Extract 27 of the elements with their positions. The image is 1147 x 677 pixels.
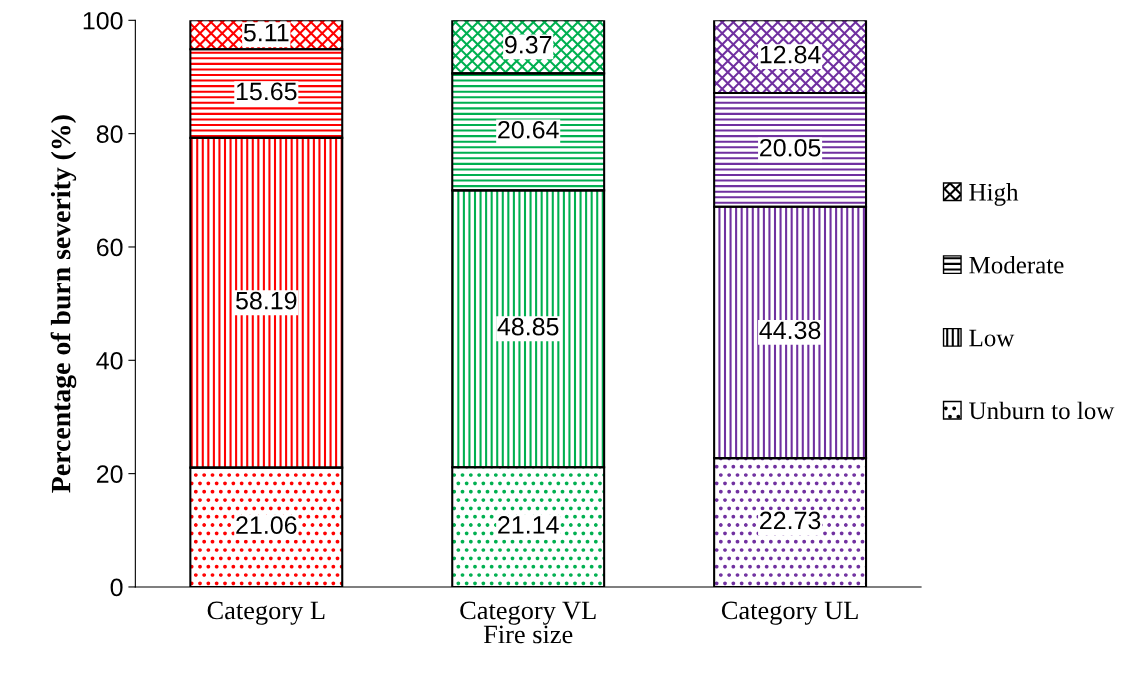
x-axis-title: Fire size [483, 625, 573, 644]
y-axis-title: Percentage of burn severity (%) [50, 115, 77, 493]
x-tick-label: Category VL [460, 601, 596, 625]
y-tick-label: 100 [83, 11, 123, 30]
data-label: 44.38 [759, 321, 821, 340]
data-label: 20.05 [760, 138, 821, 157]
data-label: 5.11 [243, 24, 289, 42]
x-tick-label: Category L [207, 601, 325, 625]
data-label: 20.64 [498, 120, 559, 139]
data-label: 12.84 [760, 45, 821, 64]
data-label: 9.37 [505, 35, 552, 54]
data-label: 21.06 [236, 516, 297, 534]
y-tick-label: 40 [96, 351, 123, 370]
data-label: 22.73 [760, 511, 821, 530]
y-tick-label: 20 [96, 465, 123, 483]
x-tick-label: Category UL [721, 601, 858, 625]
data-label: 48.85 [497, 317, 559, 336]
text: Unburn to low [969, 401, 1115, 420]
data-label: 21.14 [498, 516, 559, 534]
text: High [969, 183, 1019, 206]
y-tick-label: 0 [110, 578, 123, 597]
data-label: 15.65 [236, 82, 297, 101]
y-tick-label: 80 [96, 125, 123, 143]
text: Low [969, 329, 1015, 347]
data-label: 58.19 [236, 291, 297, 310]
y-tick-label: 60 [97, 238, 123, 257]
text: Moderate [969, 256, 1064, 274]
